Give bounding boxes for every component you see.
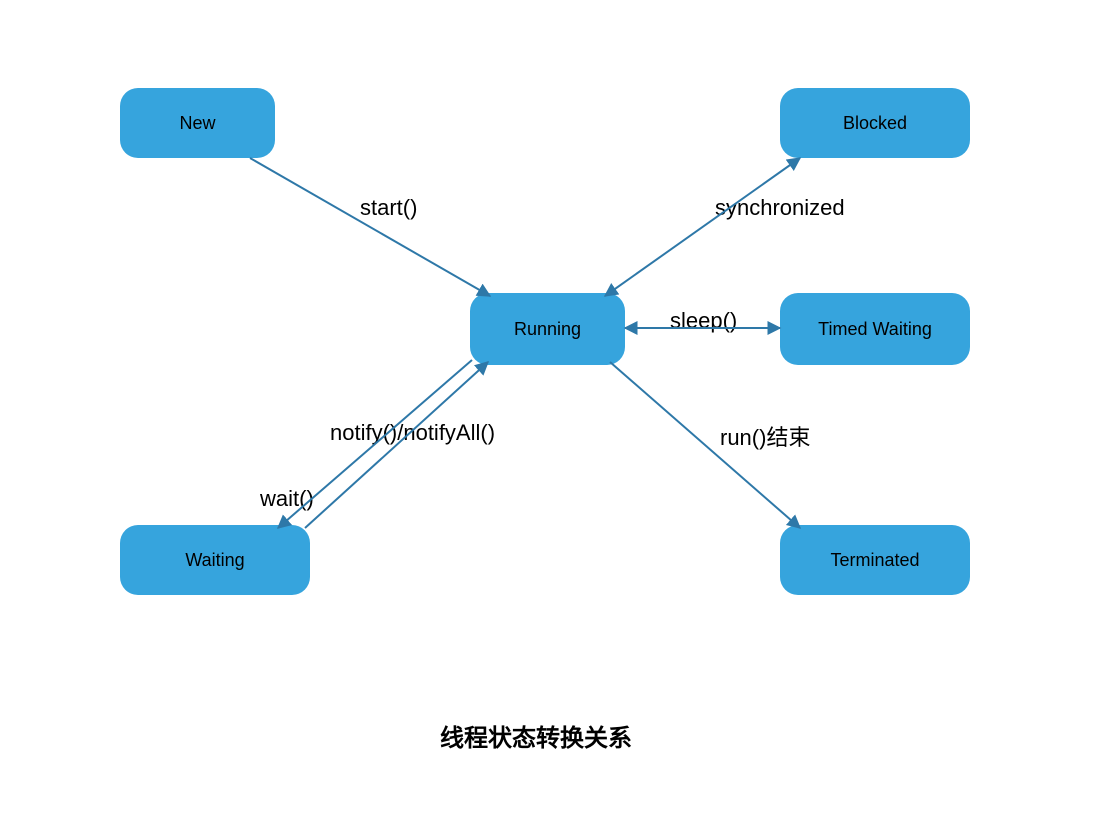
edge-label-runend: run()结束 — [720, 420, 810, 452]
edge-label-start: start() — [360, 195, 417, 221]
node-label: Running — [514, 319, 581, 340]
node-label: Terminated — [830, 550, 919, 571]
node-timed: Timed Waiting — [780, 293, 970, 365]
edge-label-notify: notify()/notifyAll() — [330, 420, 495, 446]
node-label: Blocked — [843, 113, 907, 134]
node-waiting: Waiting — [120, 525, 310, 595]
edge-label-sleep: sleep() — [670, 308, 737, 334]
node-running: Running — [470, 293, 625, 365]
node-label: New — [179, 113, 215, 134]
diagram-caption: 线程状态转换关系 — [440, 718, 632, 753]
node-terminated: Terminated — [780, 525, 970, 595]
edge-label-wait: wait() — [260, 486, 314, 512]
edge-label-sync: synchronized — [715, 195, 845, 221]
node-new: New — [120, 88, 275, 158]
node-blocked: Blocked — [780, 88, 970, 158]
node-label: Waiting — [185, 550, 244, 571]
node-label: Timed Waiting — [818, 319, 932, 340]
